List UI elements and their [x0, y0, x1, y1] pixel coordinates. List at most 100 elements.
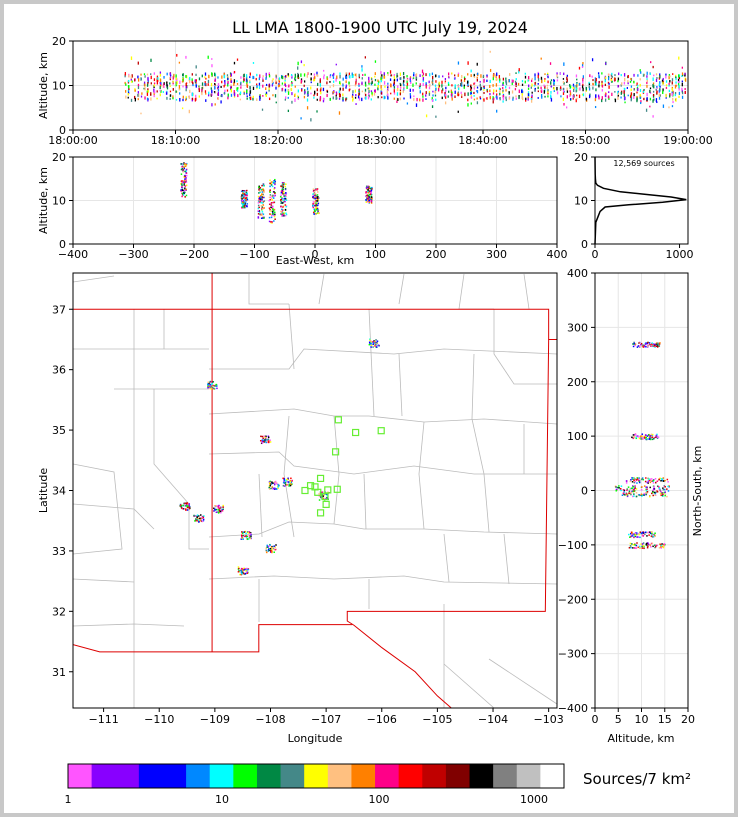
source-point	[271, 481, 273, 483]
source-point	[419, 98, 421, 102]
source-point	[470, 92, 472, 95]
source-point	[367, 186, 369, 188]
lma-figure: LL LMA 1800-1900 UTC July 19, 2024 0 10 20…	[4, 4, 734, 813]
source-point	[406, 102, 409, 105]
source-point	[137, 78, 140, 82]
source-point	[329, 86, 331, 88]
source-point	[313, 96, 315, 99]
source-point	[312, 195, 314, 198]
source-point	[615, 486, 617, 488]
source-point	[169, 76, 171, 79]
source-point	[243, 197, 245, 199]
source-point	[652, 494, 654, 497]
source-point	[339, 87, 341, 91]
source-point	[214, 505, 217, 507]
source-point	[678, 56, 680, 60]
source-point	[422, 98, 424, 102]
source-point	[365, 201, 368, 203]
source-point	[664, 491, 666, 493]
source-point	[628, 490, 631, 492]
source-point	[269, 484, 272, 487]
source-point	[242, 192, 244, 194]
source-point	[233, 90, 235, 93]
source-point	[631, 487, 633, 490]
y-tick-label: −400	[558, 702, 588, 715]
source-point	[585, 97, 588, 101]
source-point	[483, 89, 485, 91]
source-point	[214, 72, 216, 77]
source-point	[188, 95, 190, 99]
source-point	[125, 90, 127, 93]
source-point	[425, 114, 428, 118]
source-point	[204, 76, 206, 79]
source-point	[310, 73, 312, 76]
station-marker	[352, 428, 360, 437]
source-point	[518, 89, 520, 94]
source-point	[667, 481, 669, 483]
source-point	[348, 88, 350, 92]
source-point	[633, 479, 635, 482]
source-point	[547, 89, 549, 92]
source-point	[208, 382, 211, 384]
source-point	[137, 93, 139, 97]
source-point	[575, 85, 577, 88]
source-point	[315, 197, 318, 199]
source-point	[646, 531, 648, 534]
source-point	[268, 482, 271, 484]
x-tick-label: 19:00:00	[663, 134, 712, 147]
source-point	[181, 507, 183, 509]
source-point	[412, 74, 415, 77]
source-point	[246, 97, 248, 100]
source-point	[310, 118, 312, 122]
source-point	[633, 490, 636, 492]
source-point	[259, 196, 261, 198]
source-point	[588, 85, 590, 89]
source-point	[342, 83, 344, 87]
station-marker	[322, 500, 330, 508]
source-point	[294, 93, 296, 96]
source-point	[335, 94, 337, 97]
source-point	[615, 489, 618, 492]
source-point	[260, 204, 263, 207]
source-point	[323, 494, 325, 496]
source-point	[655, 491, 657, 494]
source-point	[217, 511, 219, 513]
source-point	[544, 78, 546, 80]
source-point	[352, 90, 354, 94]
source-point	[547, 76, 549, 79]
source-point	[608, 85, 610, 89]
source-point	[685, 78, 687, 82]
source-point	[265, 550, 268, 553]
source-point	[515, 95, 517, 98]
source-point	[322, 97, 325, 102]
source-point	[657, 436, 660, 439]
source-point	[208, 381, 211, 384]
station-marker	[311, 483, 319, 491]
source-point	[306, 74, 308, 78]
source-point	[217, 76, 219, 79]
source-point	[195, 515, 197, 517]
source-point	[315, 206, 317, 209]
source-point	[227, 93, 229, 96]
source-point	[201, 74, 203, 78]
source-point	[617, 84, 619, 88]
source-point	[244, 201, 247, 204]
source-point	[432, 82, 434, 86]
source-point	[662, 480, 665, 482]
source-point	[358, 73, 360, 77]
x-tick-label: −108	[255, 713, 285, 726]
lma-stations	[301, 416, 385, 517]
source-point	[273, 213, 276, 216]
source-point	[204, 72, 207, 76]
source-point	[211, 89, 213, 94]
x-tick-label: −111	[88, 713, 118, 726]
source-point	[422, 95, 424, 98]
source-point	[271, 207, 273, 209]
source-point	[175, 98, 178, 101]
source-point	[608, 82, 610, 85]
source-point	[639, 96, 641, 100]
source-point	[273, 214, 275, 217]
source-point	[444, 92, 446, 95]
source-point	[181, 107, 184, 110]
source-point	[505, 85, 507, 89]
